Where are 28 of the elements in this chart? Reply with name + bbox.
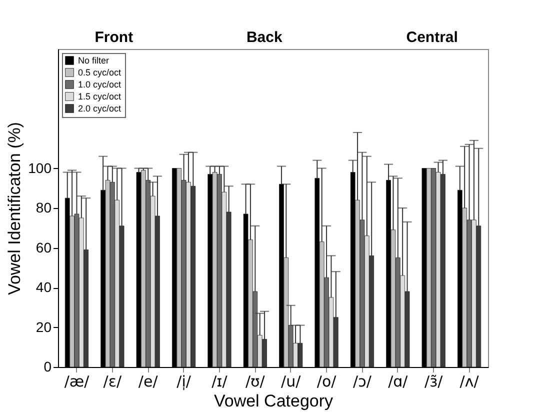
x-tick-label: /ʌ/ bbox=[460, 372, 480, 390]
x-tick-label: /i̩/ bbox=[176, 372, 192, 390]
y-tick-label: 0 bbox=[44, 358, 52, 374]
x-tick-label: /ʊ/ bbox=[245, 372, 266, 390]
x-tick-label: /ɪ/ bbox=[212, 372, 228, 390]
legend-label: 2.0 cyc/oct bbox=[78, 104, 122, 114]
x-tick-label: /ɛ/ bbox=[103, 372, 122, 390]
x-tick-label: /e/ bbox=[138, 372, 159, 390]
x-tick-label: /ɜ̃/ bbox=[424, 372, 444, 390]
text: Central bbox=[406, 29, 458, 46]
x-tick-label: /æ/ bbox=[64, 372, 90, 390]
y-tick-label: 20 bbox=[36, 318, 52, 335]
x-tick-label: /ɔ/ bbox=[353, 372, 372, 390]
x-tick-label: /ɑ/ bbox=[388, 372, 409, 390]
x-tick-label: /u/ bbox=[281, 372, 302, 390]
x-tick-label: /o/ bbox=[316, 372, 338, 390]
y-tick-label: 60 bbox=[36, 239, 52, 256]
y-tick-label: 40 bbox=[36, 279, 52, 295]
legend-label: 1.5 cyc/oct bbox=[78, 92, 122, 102]
text: Back bbox=[246, 29, 283, 46]
text: Front bbox=[94, 29, 134, 46]
y-axis-title: Vowel Identificaton (%) bbox=[5, 122, 24, 295]
legend-label: No filter bbox=[78, 56, 110, 66]
y-tick-label: 80 bbox=[36, 200, 52, 216]
x-axis-title: Vowel Category bbox=[214, 392, 334, 410]
y-tick-label: 100 bbox=[28, 160, 52, 176]
legend-label: 0.5 cyc/oct bbox=[78, 68, 122, 78]
legend-label: 1.0 cyc/oct bbox=[78, 80, 122, 90]
